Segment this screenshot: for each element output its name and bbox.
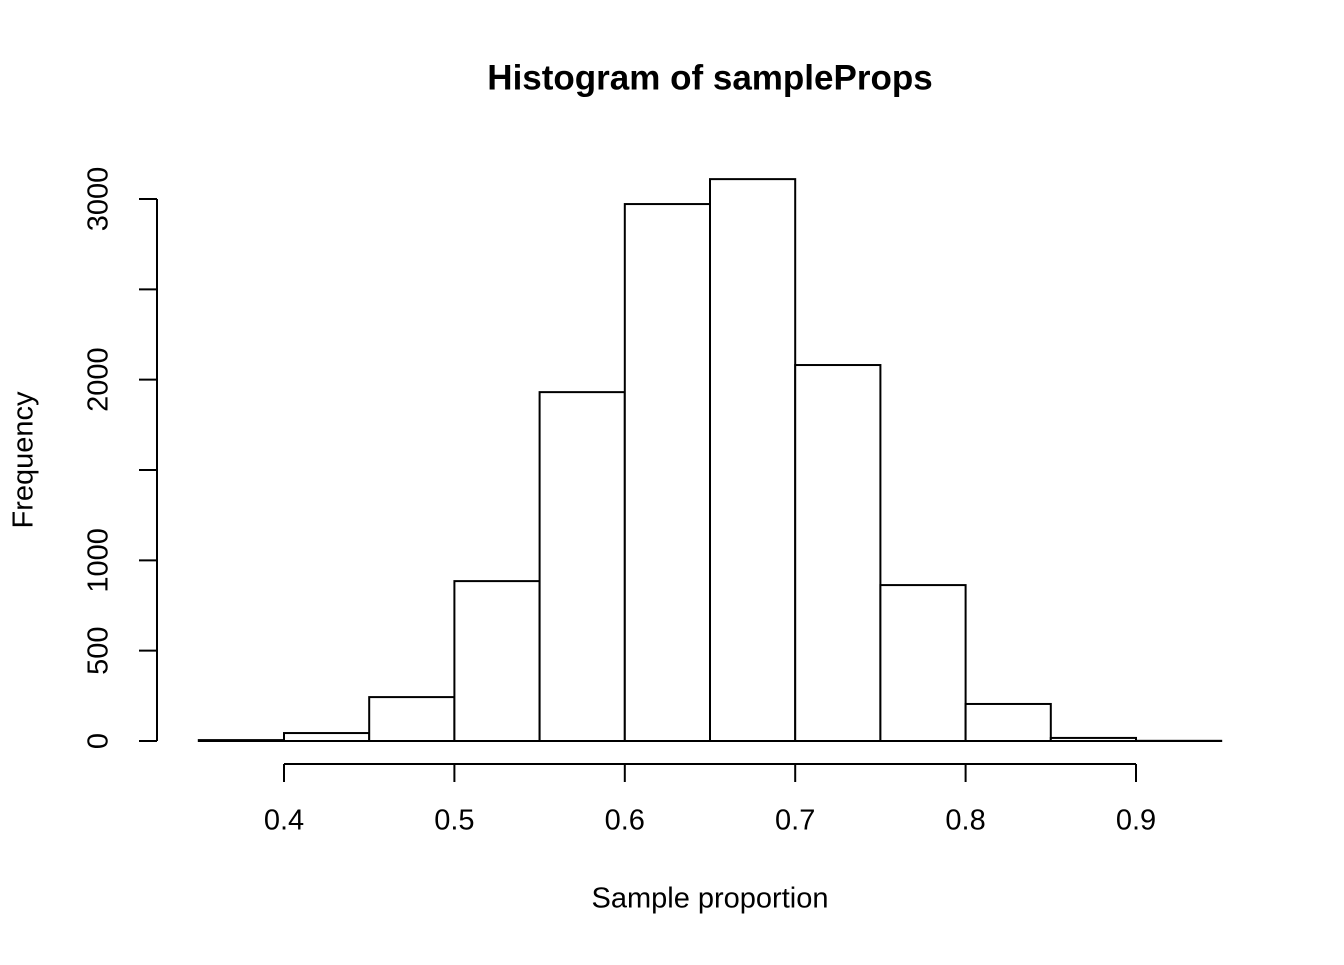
- bar: [966, 704, 1051, 741]
- bar: [369, 697, 454, 741]
- x-tick-label: 0.6: [605, 805, 645, 837]
- x-tick-label: 0.8: [945, 805, 985, 837]
- x-tick-label: 0.9: [1116, 805, 1156, 837]
- y-tick-label: 2000: [83, 347, 115, 412]
- bar: [795, 365, 880, 741]
- y-tick-label: 0: [83, 733, 115, 749]
- bar: [284, 733, 369, 741]
- x-tick-label: 0.5: [434, 805, 474, 837]
- x-axis-label: Sample proportion: [592, 883, 829, 915]
- bar: [625, 204, 710, 741]
- y-tick-label: 500: [83, 626, 115, 674]
- bar: [1051, 738, 1136, 741]
- y-axis-label: Frequency: [8, 391, 40, 529]
- bar: [710, 179, 795, 741]
- y-tick-label: 3000: [83, 167, 115, 232]
- bar: [199, 740, 284, 741]
- y-tick-label: 1000: [83, 528, 115, 593]
- bar: [540, 392, 625, 741]
- x-tick-label: 0.4: [264, 805, 304, 837]
- bar: [454, 581, 539, 741]
- chart-title: Histogram of sampleProps: [487, 58, 932, 97]
- x-tick-label: 0.7: [775, 805, 815, 837]
- bar: [880, 585, 965, 741]
